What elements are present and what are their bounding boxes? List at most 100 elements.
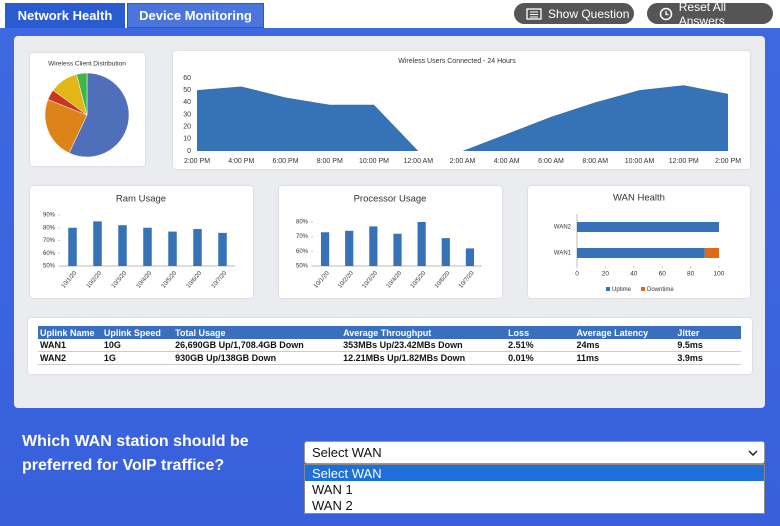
y-tick-label: WAN1 [554, 251, 572, 257]
x-tick-label: 10/1/20 [313, 270, 331, 290]
table-cell: 10G [101, 339, 174, 352]
x-tick-label: 12:00 PM [669, 158, 699, 165]
pie-slice [68, 72, 130, 158]
bar [577, 222, 719, 232]
chevron [748, 450, 758, 456]
y-tick-label: 60% [296, 249, 309, 255]
chart-card: Processor Usage 50% 60% 70% 80% 10/1/20 10/2/2… [279, 186, 502, 298]
button-label: Show Question [548, 6, 630, 21]
chart: Ram Usage 50% 60% 70% 80% 90% 10/1/20 10/2/20 10… [43, 194, 235, 290]
legend-swatch [641, 287, 645, 291]
x-tick-label: 60 [659, 271, 667, 278]
header-cell: Average Latency [574, 326, 676, 339]
bar [704, 248, 719, 258]
bar [417, 222, 426, 266]
bar [369, 226, 378, 266]
legend-swatch [606, 287, 610, 291]
area [197, 85, 728, 151]
bar [345, 230, 354, 266]
bar [143, 227, 152, 266]
x-tick-label: 6:00 PM [272, 158, 298, 165]
x-tick-label: 80 [687, 271, 695, 278]
tab-active[interactable]: Network Health [5, 3, 125, 28]
table-card: Uplink Name Uplink Speed Total Usage Averag… [28, 318, 752, 374]
chart-card: WAN Health 0 20 40 60 80 100 WAN2 WAN1 Uptime Down… [528, 186, 750, 298]
chart-title: Ram Usage [116, 194, 166, 205]
table-header-row: Uplink Name Uplink Speed Total Usage Averag… [38, 326, 741, 339]
x-tick-label: 10/7/20 [458, 270, 476, 290]
x-tick-label: 6:00 AM [538, 158, 564, 165]
bar [218, 232, 227, 266]
x-tick-label: 4:00 AM [494, 158, 520, 165]
tab[interactable]: Device Monitoring [127, 3, 264, 28]
x-tick-label: 2:00 AM [450, 158, 476, 165]
table-row: WAN1 10G 26,690GB Up/1,708.4GB Down 353MBs … [38, 339, 741, 352]
x-tick-label: 20 [602, 271, 610, 278]
header-cell: Jitter [675, 326, 741, 339]
select-value: Select WAN [312, 445, 382, 460]
icon [526, 7, 542, 20]
table-cell: 0.01% [506, 351, 575, 365]
button-label: Reset All Answers [678, 0, 727, 28]
show-question-button[interactable]: Show Question [514, 3, 634, 24]
table-cell: 26,690GB Up/1,708.4GB Down [173, 339, 342, 352]
header-cell: Total Usage [173, 326, 342, 339]
x-tick-label: 10/4/20 [386, 270, 404, 290]
x-tick-label: 10/3/20 [362, 270, 380, 290]
dropdown: Select WAN WAN 1 WAN 2 [304, 464, 765, 514]
x-tick-label: 10/3/20 [111, 270, 129, 290]
select[interactable]: Select WAN [304, 441, 765, 464]
x-tick-label: 10/5/20 [410, 270, 428, 290]
reset-button[interactable]: Reset All Answers [647, 0, 773, 28]
y-tick-label: 50% [43, 264, 56, 270]
legend-label: Uptime [612, 287, 632, 293]
x-tick-label: 10/2/20 [337, 270, 355, 290]
x-tick-label: 4:00 PM [228, 158, 254, 165]
question: Which WAN station should be preferred fo… [22, 433, 249, 474]
table-cell: 353MBs Up/23.42MBs Down [341, 339, 507, 352]
header-cell: Loss [506, 326, 575, 339]
bar [168, 231, 177, 266]
chart: Wireless Users Connected - 24 Hours 0 10 20… [183, 58, 741, 165]
option[interactable]: WAN 1 [312, 481, 353, 497]
y-tick-label: 50% [296, 264, 309, 270]
table: Uplink Name Uplink Speed Total Usage Averag… [38, 326, 741, 365]
y-tick-label: 80% [43, 225, 56, 231]
header-cell: Average Throughput [341, 326, 507, 339]
y-tick-label: 0 [187, 148, 191, 155]
bar [393, 233, 402, 266]
table-cell: WAN1 [38, 339, 102, 352]
table-cell: 2.51% [506, 339, 575, 352]
chart: WAN Health 0 20 40 60 80 100 WAN2 WAN1 Uptime Down… [554, 193, 725, 294]
x-tick-label: 8:00 PM [317, 158, 343, 165]
chart-title: Wireless Client Distribution [48, 61, 126, 68]
pie-slice [44, 99, 88, 154]
bar [118, 225, 127, 266]
table-cell: 9.5ms [675, 339, 741, 352]
y-tick-label: 50 [183, 87, 191, 94]
table-cell: 11ms [574, 351, 676, 365]
chart-title: WAN Health [613, 193, 665, 204]
bar [320, 232, 330, 266]
x-tick-label: 10/6/20 [434, 270, 452, 290]
y-tick-label: 60% [43, 251, 56, 257]
x-tick-label: 10/7/20 [211, 270, 229, 290]
option[interactable]: Select WAN [305, 465, 764, 481]
icon [659, 7, 673, 20]
option[interactable]: WAN 2 [312, 497, 353, 513]
x-tick-label: 0 [575, 271, 579, 278]
x-tick-label: 2:00 PM [715, 158, 741, 165]
y-tick-label: 80% [296, 220, 309, 226]
x-tick-label: 2:00 PM [184, 158, 210, 165]
x-tick-label: 40 [630, 271, 638, 278]
chart: Wireless Client Distribution [44, 61, 130, 158]
x-tick-label: 10/1/20 [61, 270, 79, 290]
table-cell: 930GB Up/138GB Down [173, 351, 342, 365]
bar [68, 227, 77, 266]
bar [465, 248, 475, 266]
y-tick-label: 40 [183, 99, 191, 106]
bar [441, 238, 450, 266]
table-row: WAN2 1G 930GB Up/138GB Down 12.21MBs Up/1.8… [38, 351, 741, 365]
y-tick-label: 70% [43, 238, 56, 244]
chart-title: Wireless Users Connected - 24 Hours [398, 58, 516, 65]
